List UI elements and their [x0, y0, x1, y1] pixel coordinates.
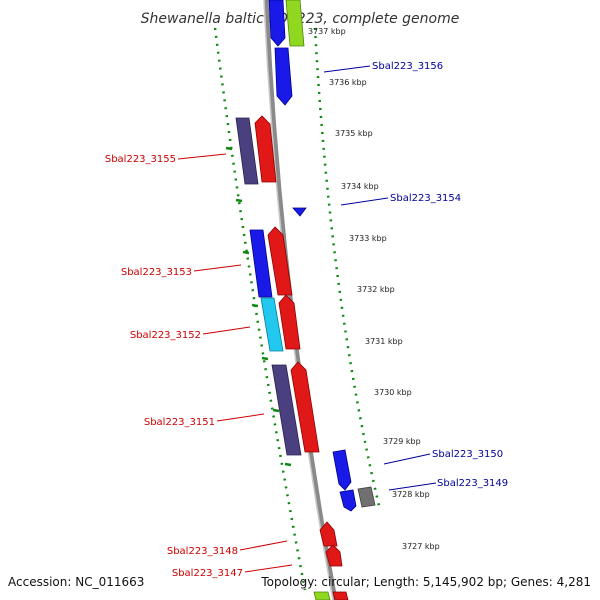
gene-3151a	[271, 364, 302, 456]
gene-3156	[274, 47, 293, 106]
tick-label: 3737 kbp	[308, 27, 346, 36]
reverse-strand-genes	[235, 115, 349, 600]
gene-3155a	[235, 117, 259, 185]
gene-3150	[332, 449, 352, 491]
gene-label-sbal223-3150[interactable]: Sbal223_3150	[432, 449, 503, 460]
tick-label: 3734 kbp	[341, 182, 379, 191]
gene-label-sbal223-3152[interactable]: Sbal223_3152	[130, 330, 201, 341]
tick-label: 3735 kbp	[335, 129, 373, 138]
outer-right-rail	[313, 27, 382, 511]
tick-label: 3733 kbp	[349, 234, 387, 243]
tick-label: 3728 kbp	[392, 490, 430, 499]
gene-3153a	[249, 229, 273, 298]
gene-bottom-green	[313, 591, 331, 600]
tick-label: 3736 kbp	[329, 78, 367, 87]
gene-label-sbal223-3147[interactable]: Sbal223_3147	[172, 568, 243, 579]
genome-summary-text: Topology: circular; Length: 5,145,902 bp…	[260, 575, 591, 589]
kbp-tick-labels: 3737 kbp 3736 kbp 3735 kbp 3734 kbp 3733…	[308, 27, 440, 551]
gene-label-sbal223-3155[interactable]: Sbal223_3155	[105, 154, 176, 165]
gene-grey	[357, 486, 376, 508]
gene-top-blue	[268, 0, 286, 47]
gene-label-sbal223-3149[interactable]: Sbal223_3149	[437, 478, 508, 489]
gene-label-sbal223-3153[interactable]: Sbal223_3153	[121, 267, 192, 278]
gene-label-sbal223-3154[interactable]: Sbal223_3154	[390, 193, 461, 204]
tick-label: 3730 kbp	[374, 388, 412, 397]
gene-3151	[290, 361, 320, 453]
accession-text: Accession: NC_011663	[8, 575, 144, 589]
gene-3147	[325, 544, 343, 567]
gene-3148	[319, 521, 338, 547]
forward-strand-genes	[268, 0, 376, 512]
tick-label: 3731 kbp	[365, 337, 403, 346]
tick-label: 3727 kbp	[402, 542, 440, 551]
gene-bottom-red	[332, 591, 349, 600]
gene-label-sbal223-3151[interactable]: Sbal223_3151	[144, 417, 215, 428]
gene-label-sbal223-3156[interactable]: Sbal223_3156	[372, 61, 443, 72]
gene-3155	[254, 115, 277, 183]
gene-3149	[339, 489, 357, 512]
left-rail-tick-marks	[225, 146, 292, 467]
gene-3154	[292, 207, 307, 217]
gene-label-sbal223-3148[interactable]: Sbal223_3148	[167, 546, 238, 557]
tick-label: 3729 kbp	[383, 437, 421, 446]
label-leader-lines	[177, 65, 437, 573]
tick-label: 3732 kbp	[357, 285, 395, 294]
gene-labels: Sbal223_3156 Sbal223_3155 Sbal223_3154 S…	[105, 61, 508, 579]
gene-3153	[267, 226, 293, 296]
gene-3152a	[260, 297, 284, 352]
gene-3152	[278, 294, 301, 350]
gene-top-green	[285, 0, 305, 47]
